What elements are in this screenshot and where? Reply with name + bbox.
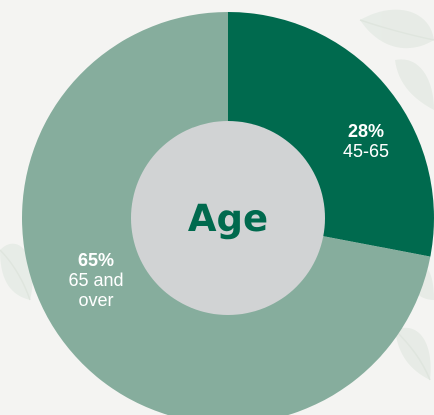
center-label: Age	[188, 197, 268, 240]
slice-label-45-65: 28% 45-65	[343, 121, 389, 161]
slice-label-65-and-over: 65% 65 and over	[68, 250, 123, 310]
slice-percent-label: 65%	[78, 250, 114, 270]
slice-percent-label: 28%	[348, 121, 384, 141]
slice-category-label: 65 and	[68, 270, 123, 290]
slice-category-label: over	[78, 290, 113, 310]
slice-category-label: 45-65	[343, 141, 389, 161]
donut-center	[131, 121, 325, 315]
